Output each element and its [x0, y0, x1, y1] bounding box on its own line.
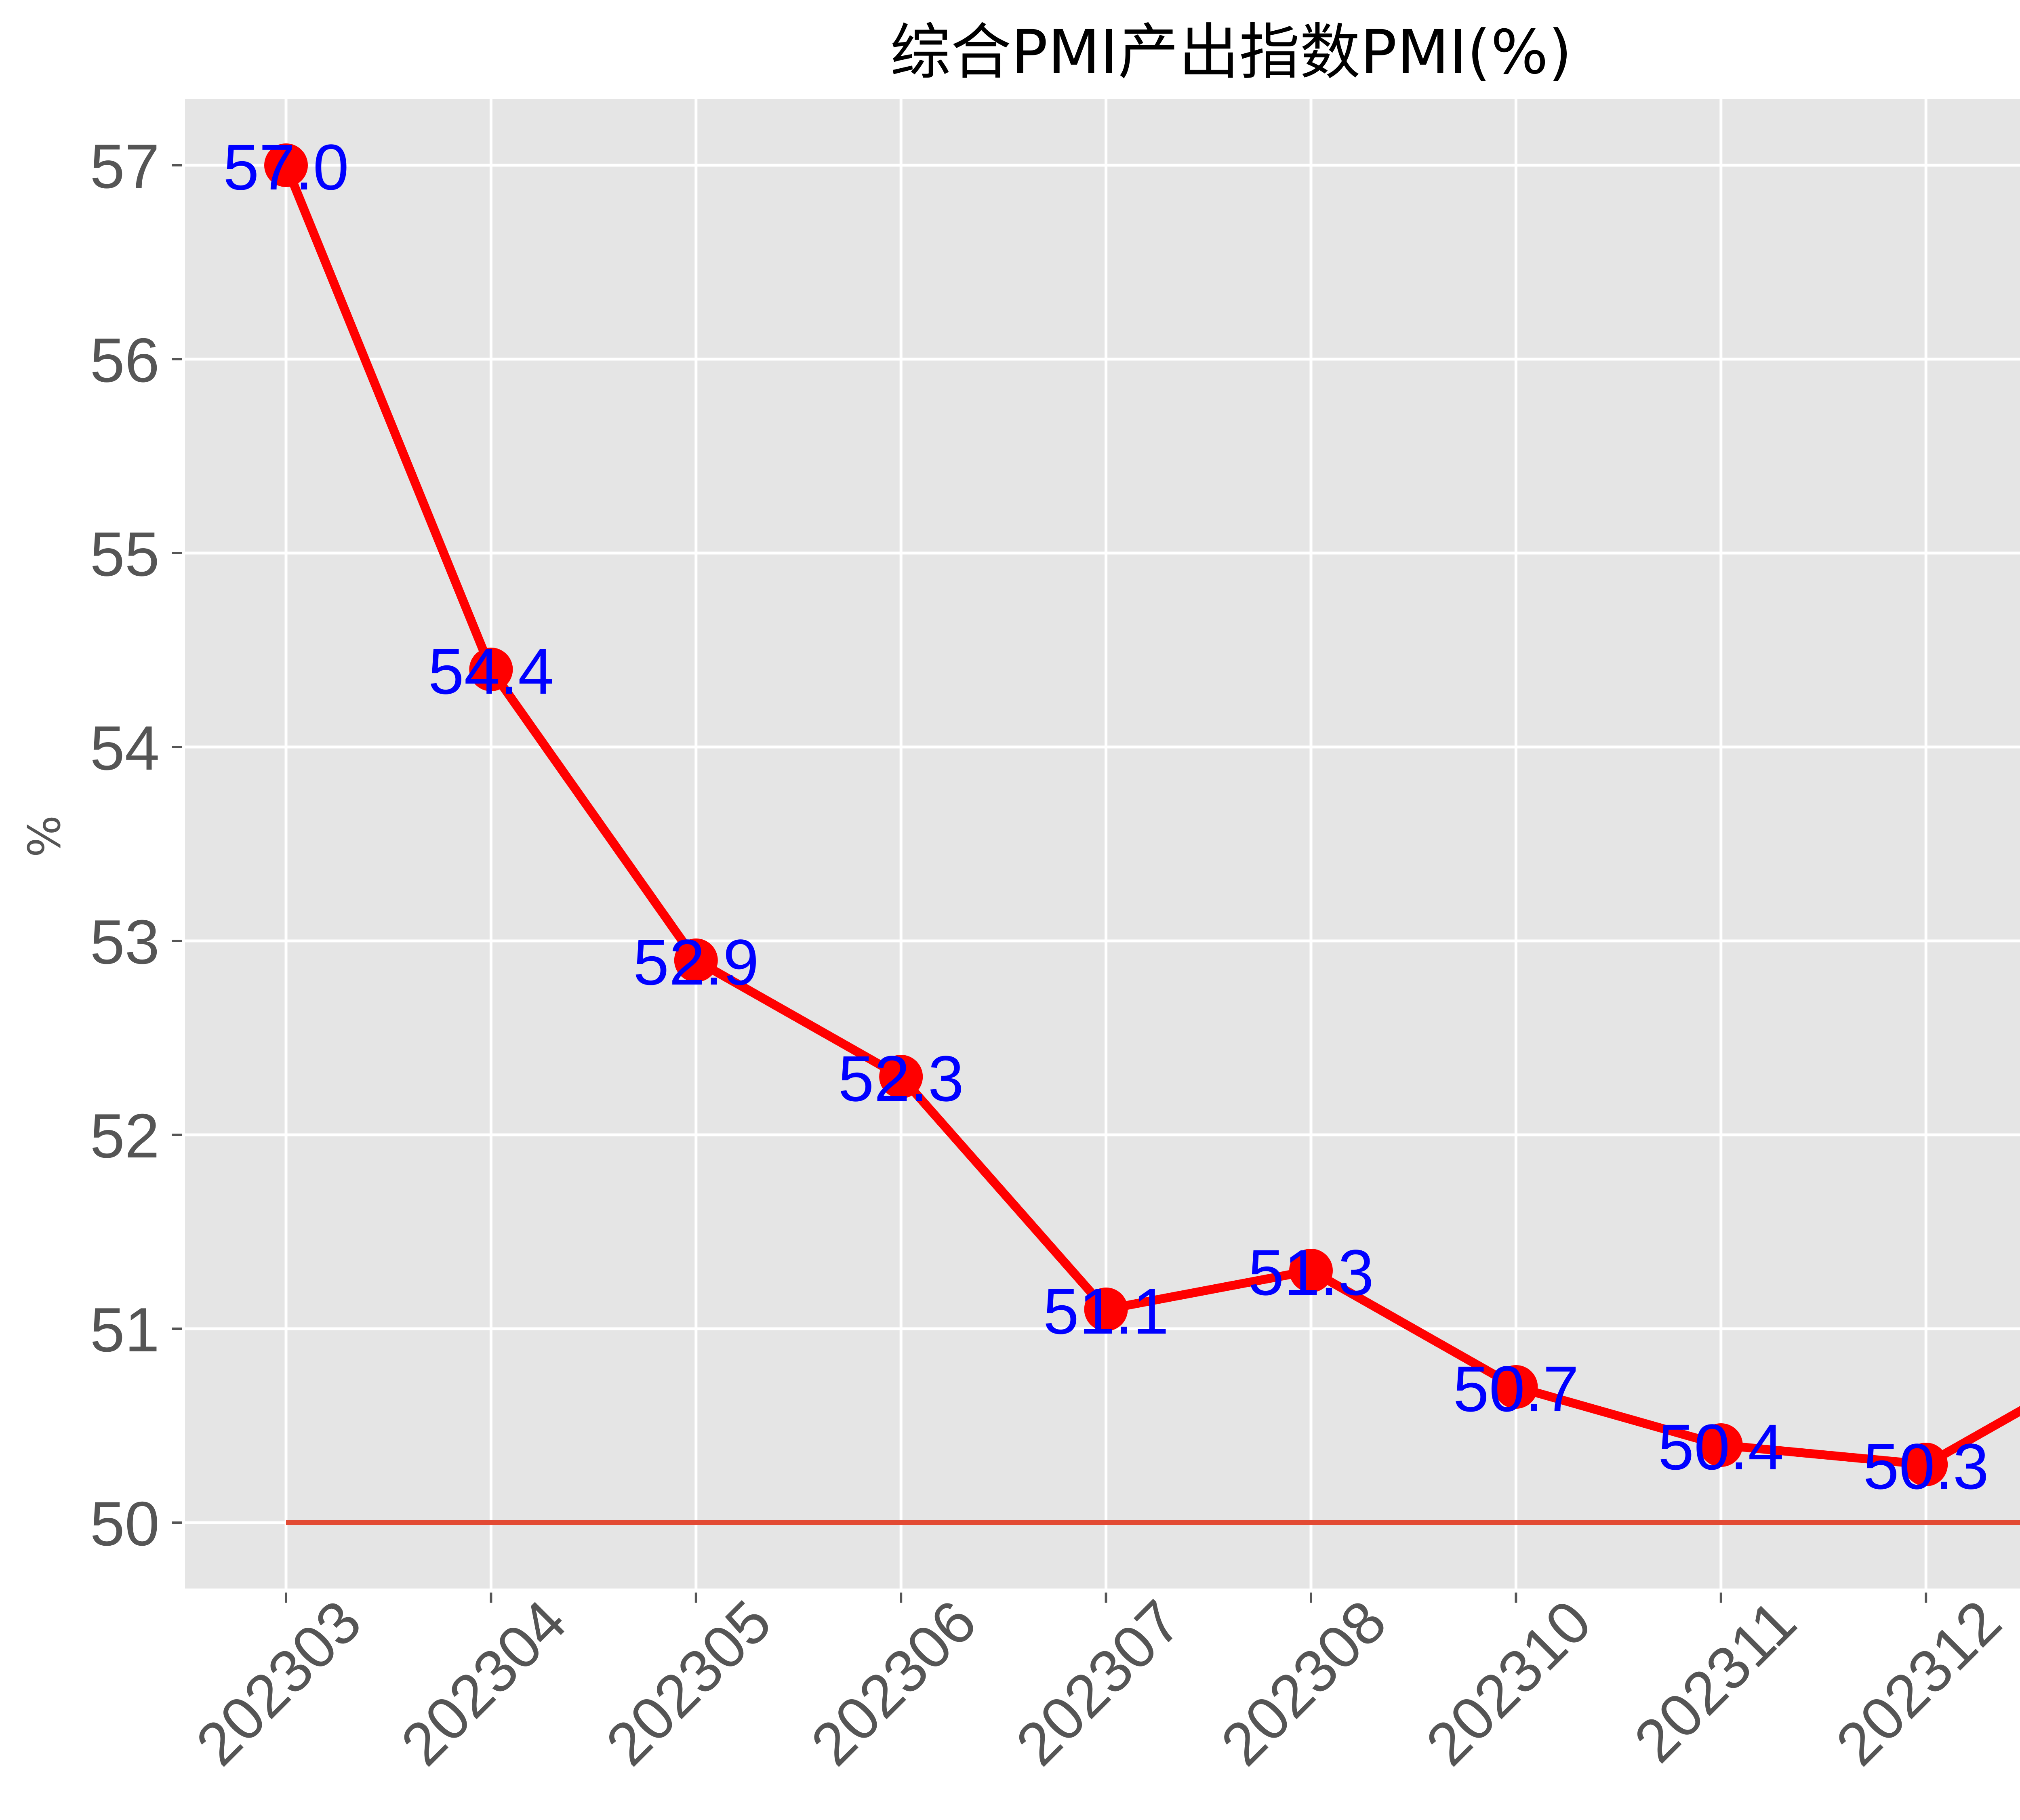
data-point-marker — [674, 938, 718, 982]
x-tick-label: 202310 — [1413, 1587, 1604, 1778]
x-tick-label: 202305 — [593, 1587, 784, 1778]
grid-lines — [185, 99, 2020, 1589]
data-point-marker — [1289, 1249, 1333, 1292]
data-label: 50.3 — [1863, 1430, 1988, 1502]
y-tick-label: 54 — [90, 713, 160, 783]
x-tick-label: 202312 — [1823, 1587, 2014, 1778]
data-point-marker — [264, 143, 308, 187]
data-point-marker — [1494, 1365, 1538, 1409]
data-label: 51.1 — [1043, 1275, 1169, 1347]
pmi-series — [264, 143, 2020, 1486]
data-label: 52.3 — [838, 1042, 964, 1115]
y-tick-label: 57 — [90, 131, 160, 201]
data-point-marker — [469, 648, 513, 691]
data-point-marker — [1084, 1288, 1128, 1331]
data-labels: 57.054.452.952.351.151.350.750.450.350.9… — [223, 131, 1989, 1502]
plot-area — [185, 99, 2020, 1589]
y-tick-label: 51 — [90, 1295, 160, 1365]
y-tick-label: 53 — [90, 907, 160, 977]
x-tick-label: 202306 — [798, 1587, 989, 1778]
chart-title: 综合PMI产出指数PMI(%) — [890, 17, 1572, 88]
y-axis-ticks: 50 51 52 53 54 55 56 57 — [90, 131, 182, 1559]
data-label: 57.0 — [223, 131, 349, 203]
data-label: 52.9 — [633, 926, 759, 998]
y-tick-label: 50 — [90, 1489, 160, 1559]
x-tick-label: 202311 — [1621, 1587, 1809, 1775]
y-tick-label: 55 — [90, 519, 160, 589]
x-tick-label: 202304 — [388, 1587, 579, 1778]
data-label: 54.4 — [428, 635, 554, 707]
data-point-marker — [879, 1055, 923, 1098]
data-point-marker — [1904, 1443, 1948, 1486]
y-tick-label: 52 — [90, 1101, 160, 1171]
x-axis-ticks: 202303 202304 202305 202306 202307 202308 2023… — [183, 1587, 2014, 1778]
data-point-marker — [1699, 1423, 1743, 1467]
data-label: 51.3 — [1248, 1236, 1374, 1309]
x-tick-label: 202308 — [1208, 1587, 1399, 1778]
x-tick-label: 202307 — [1003, 1587, 1194, 1778]
data-label: 50.4 — [1658, 1411, 1784, 1483]
y-tick-label: 56 — [90, 325, 160, 395]
data-label: 50.7 — [1453, 1353, 1579, 1425]
x-tick-label: 202303 — [183, 1587, 374, 1778]
